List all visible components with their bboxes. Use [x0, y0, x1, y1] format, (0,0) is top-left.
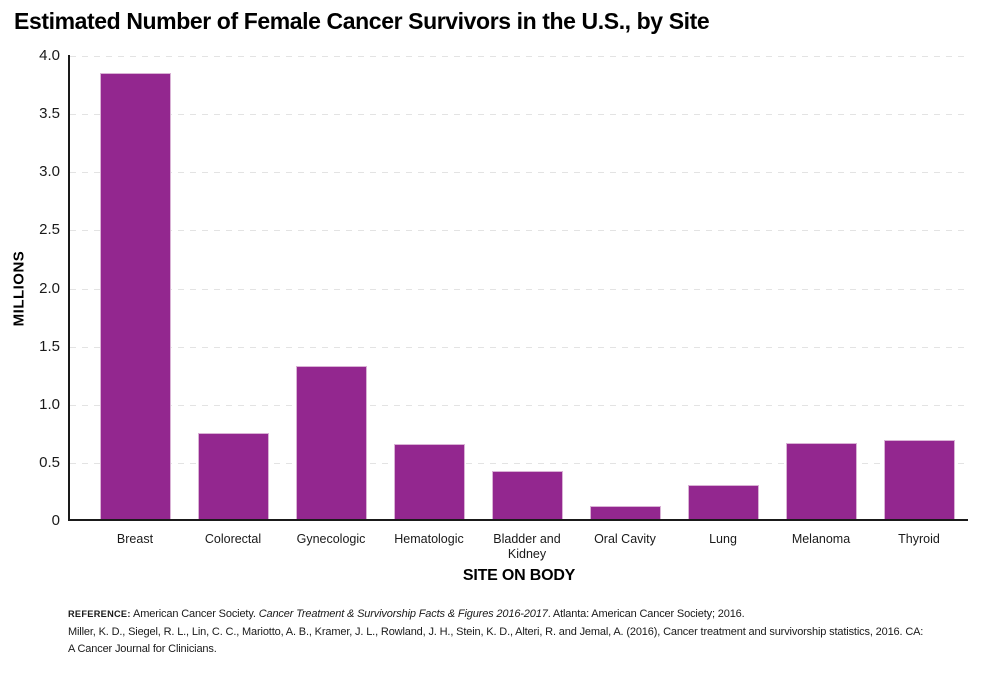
y-tick-label: 0.5 [39, 454, 60, 471]
bars-container [86, 56, 968, 521]
x-tick-label: Colorectal [204, 532, 262, 546]
gridline [70, 288, 968, 290]
y-tick-label: 3.5 [39, 105, 60, 122]
gridline [70, 230, 968, 232]
x-tick-label: Bladder and Kidney [493, 532, 561, 561]
gridline [70, 346, 968, 348]
bar-bladder-and-kidney [491, 471, 563, 521]
x-axis-line [68, 519, 968, 521]
bar-slot [576, 56, 674, 521]
y-tick-label: 2.5 [39, 221, 60, 238]
x-tick-label: Gynecologic [296, 532, 366, 546]
x-tick-label: Oral Cavity [594, 532, 656, 546]
y-tick-label: 4.0 [39, 47, 60, 64]
x-tick-label: Thyroid [898, 532, 940, 546]
gridline [70, 114, 968, 116]
bar-slot [478, 56, 576, 521]
reference-italic-title: Cancer Treatment & Survivorship Facts & … [258, 608, 548, 620]
bar-slot [184, 56, 282, 521]
y-tick-label: 1.0 [39, 396, 60, 413]
citation-line-3: A Cancer Journal for Clinicians. [68, 643, 217, 655]
bar-slot [282, 56, 380, 521]
reference-block: REFERENCE: American Cancer Society. Canc… [68, 606, 983, 659]
bar-oral-cavity [589, 505, 661, 521]
x-tick-label: Breast [116, 532, 154, 546]
reference-text-post: . Atlanta: American Cancer Society; 2016… [547, 608, 745, 620]
gridline [70, 404, 968, 406]
gridline [70, 172, 968, 174]
y-axis-ticks: 0 0.5 1.0 1.5 2.0 2.5 3.0 3.5 4.0 [0, 47, 60, 529]
y-axis-line [68, 55, 70, 521]
citation-line-2: Miller, K. D., Siegel, R. L., Lin, C. C.… [68, 625, 924, 638]
bar-slot [674, 56, 772, 521]
bar-thyroid [883, 439, 955, 521]
y-tick-label: 3.0 [39, 163, 60, 180]
bar-slot [772, 56, 870, 521]
bar-breast [99, 73, 171, 521]
gridline [70, 56, 968, 57]
bar-slot [380, 56, 478, 521]
reference-line-1: REFERENCE: American Cancer Society. Canc… [68, 606, 983, 624]
x-tick-label: Hematologic [394, 532, 464, 546]
bar-gynecologic [295, 366, 367, 521]
bar-colorectal [197, 432, 269, 521]
y-tick-label: 2.0 [39, 280, 60, 297]
chart-title: Estimated Number of Female Cancer Surviv… [14, 8, 710, 34]
reference-label: REFERENCE: [68, 609, 131, 619]
bar-slot [86, 56, 184, 521]
gridline [70, 462, 968, 464]
plot-area [70, 56, 968, 521]
x-axis-title: SITE ON BODY [462, 567, 576, 584]
bar-melanoma [785, 443, 857, 521]
y-tick-label: 0 [51, 512, 60, 529]
bar-lung [687, 484, 759, 521]
reference-text-pre: American Cancer Society. [130, 608, 259, 620]
bar-slot [870, 56, 968, 521]
x-tick-label: Melanoma [791, 532, 851, 546]
x-axis-ticks: Breast Colorectal Gynecologic Hematologic Bl… [86, 532, 968, 562]
bar-hematologic [393, 444, 465, 521]
y-tick-label: 1.5 [39, 338, 60, 355]
x-tick-label: Lung [709, 532, 737, 546]
